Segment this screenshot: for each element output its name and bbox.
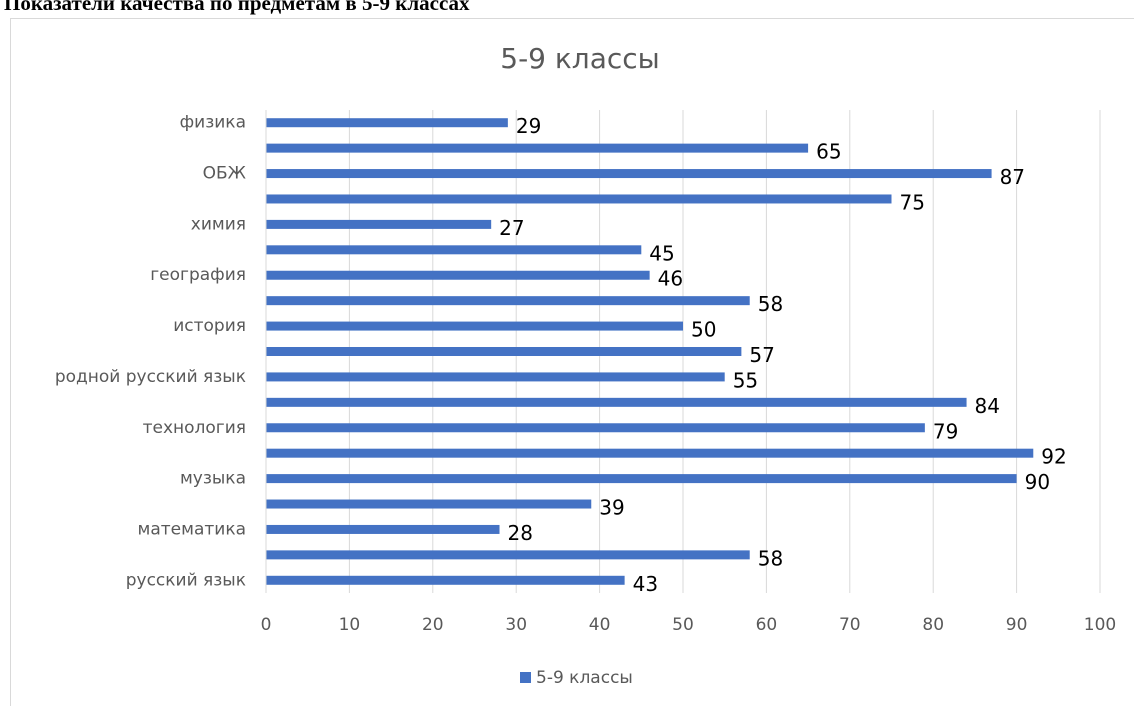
data-label: 55 — [733, 368, 758, 392]
data-label: 27 — [499, 216, 524, 240]
data-label: 65 — [816, 140, 841, 164]
bar — [266, 524, 500, 534]
bar — [266, 397, 967, 407]
data-label: 90 — [1025, 470, 1050, 494]
data-label: 57 — [749, 343, 774, 367]
data-label: 29 — [516, 114, 541, 138]
bar — [266, 296, 750, 306]
y-tick-label: география — [150, 265, 246, 285]
x-tick-label: 40 — [589, 615, 611, 635]
y-tick-label: математика — [138, 519, 246, 539]
bar — [266, 245, 642, 255]
x-tick-label: 30 — [505, 615, 527, 635]
bar — [266, 575, 625, 585]
x-tick-label: 50 — [672, 615, 694, 635]
x-tick-label: 10 — [339, 615, 361, 635]
y-tick-label: русский язык — [126, 570, 246, 590]
bar — [266, 372, 725, 382]
y-tick-label: история — [173, 316, 246, 336]
y-tick-label: химия — [191, 214, 246, 234]
y-tick-label: технология — [143, 418, 246, 438]
x-tick-label: 20 — [422, 615, 444, 635]
data-label: 92 — [1041, 445, 1066, 469]
bar — [266, 347, 742, 356]
bar — [266, 219, 492, 229]
bar — [266, 448, 1034, 458]
data-label: 46 — [658, 267, 683, 291]
x-tick-label: 70 — [839, 615, 861, 635]
data-label: 87 — [1000, 165, 1025, 189]
data-label: 75 — [900, 190, 925, 214]
bar — [266, 143, 809, 153]
data-label: 84 — [975, 394, 1000, 418]
y-tick-label: музыка — [180, 469, 246, 489]
x-tick-label: 60 — [756, 615, 778, 635]
bar — [266, 118, 508, 128]
x-tick-label: 90 — [1006, 615, 1028, 635]
page-heading: Показатели качества по предметам в 5-9 к… — [4, 0, 470, 15]
bar — [266, 321, 683, 331]
bar — [266, 194, 892, 204]
data-label: 43 — [633, 572, 658, 596]
chart-title: 5-9 классы — [500, 42, 660, 75]
y-tick-label: ОБЖ — [203, 164, 246, 184]
chart-frame — [10, 18, 1134, 706]
data-label: 45 — [649, 241, 674, 265]
y-tick-label: физика — [180, 113, 246, 133]
data-label: 50 — [691, 318, 716, 342]
legend-label: 5-9 классы — [536, 668, 633, 688]
x-tick-label: 0 — [261, 615, 272, 635]
y-tick-label: родной русский язык — [55, 367, 246, 387]
bar — [266, 423, 925, 433]
bar — [266, 550, 750, 560]
x-tick-label: 80 — [922, 615, 944, 635]
legend-swatch — [520, 672, 531, 683]
data-label: 58 — [758, 546, 783, 570]
data-label: 39 — [599, 496, 624, 520]
bar — [266, 499, 592, 509]
bar — [266, 169, 992, 179]
data-label: 79 — [933, 419, 958, 443]
x-tick-label: 100 — [1084, 615, 1116, 635]
data-label: 28 — [508, 521, 533, 545]
bar — [266, 270, 650, 280]
data-label: 58 — [758, 292, 783, 316]
bar — [266, 474, 1017, 484]
